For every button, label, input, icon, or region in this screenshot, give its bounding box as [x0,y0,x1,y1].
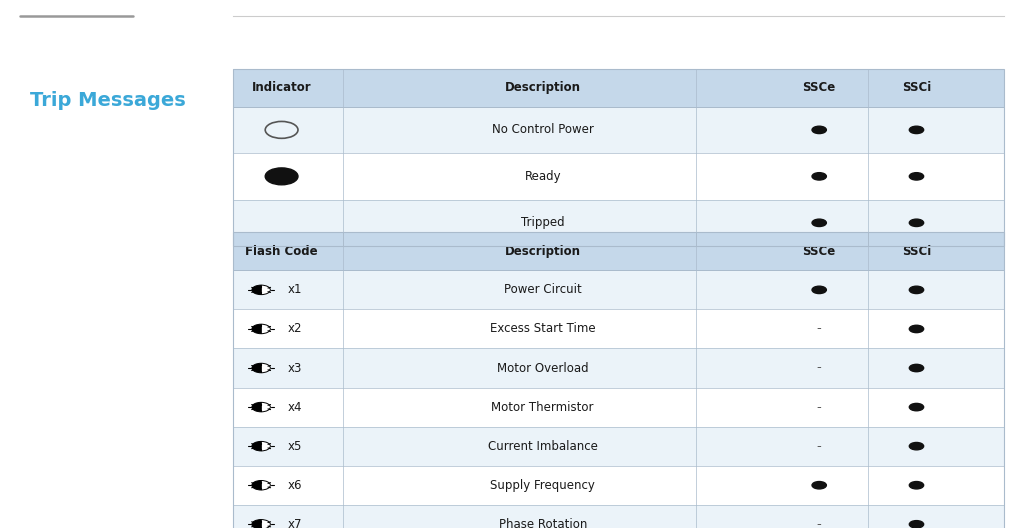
Text: Supply Frequency: Supply Frequency [490,479,595,492]
Circle shape [909,442,924,450]
Wedge shape [252,480,261,490]
Text: SSCi: SSCi [902,245,931,258]
Wedge shape [252,324,261,334]
Text: x6: x6 [288,479,302,492]
Text: -: - [817,518,821,528]
Text: x2: x2 [288,323,302,335]
Circle shape [812,126,826,134]
Text: Description: Description [505,81,581,94]
Wedge shape [252,402,261,412]
FancyBboxPatch shape [233,107,1004,153]
FancyBboxPatch shape [233,348,1004,388]
Circle shape [812,173,826,180]
FancyBboxPatch shape [233,153,1004,200]
Wedge shape [261,285,270,295]
Text: -: - [817,440,821,452]
Wedge shape [252,285,261,295]
Text: x5: x5 [288,440,302,452]
FancyBboxPatch shape [233,505,1004,528]
Text: Flash Code: Flash Code [246,245,317,258]
Text: Motor Overload: Motor Overload [497,362,589,374]
Text: x1: x1 [288,284,302,296]
Text: Motor Thermistor: Motor Thermistor [492,401,594,413]
Circle shape [909,403,924,411]
Wedge shape [261,520,270,528]
Wedge shape [252,441,261,451]
Circle shape [812,219,826,227]
Circle shape [909,521,924,528]
Wedge shape [252,363,261,373]
Text: x7: x7 [288,518,302,528]
Text: -: - [817,362,821,374]
Circle shape [265,168,298,185]
Text: SSCi: SSCi [902,81,931,94]
Circle shape [909,286,924,294]
Wedge shape [261,480,270,490]
Circle shape [909,325,924,333]
Text: Phase Rotation: Phase Rotation [499,518,587,528]
FancyBboxPatch shape [233,69,1004,107]
FancyBboxPatch shape [233,466,1004,505]
FancyBboxPatch shape [233,200,1004,246]
Text: Indicator: Indicator [252,81,311,94]
FancyBboxPatch shape [233,309,1004,348]
Text: Trip Messages: Trip Messages [30,91,185,110]
Text: SSCe: SSCe [803,81,836,94]
Text: No Control Power: No Control Power [492,124,594,136]
Text: Description: Description [505,245,581,258]
Text: Excess Start Time: Excess Start Time [489,323,596,335]
Text: Power Circuit: Power Circuit [504,284,582,296]
Text: -: - [817,323,821,335]
Circle shape [909,364,924,372]
Text: Current Imbalance: Current Imbalance [487,440,598,452]
Wedge shape [261,363,270,373]
Text: x4: x4 [288,401,302,413]
Wedge shape [261,402,270,412]
Circle shape [909,126,924,134]
Circle shape [812,482,826,489]
Wedge shape [261,441,270,451]
Text: x3: x3 [288,362,302,374]
Wedge shape [252,520,261,528]
Wedge shape [261,324,270,334]
Circle shape [909,173,924,180]
Text: Tripped: Tripped [521,216,564,229]
Circle shape [909,219,924,227]
FancyBboxPatch shape [233,388,1004,427]
Text: SSCe: SSCe [803,245,836,258]
Circle shape [909,482,924,489]
FancyBboxPatch shape [233,270,1004,309]
FancyBboxPatch shape [233,427,1004,466]
Text: -: - [817,401,821,413]
Text: Ready: Ready [524,170,561,183]
FancyBboxPatch shape [233,232,1004,270]
Circle shape [812,286,826,294]
